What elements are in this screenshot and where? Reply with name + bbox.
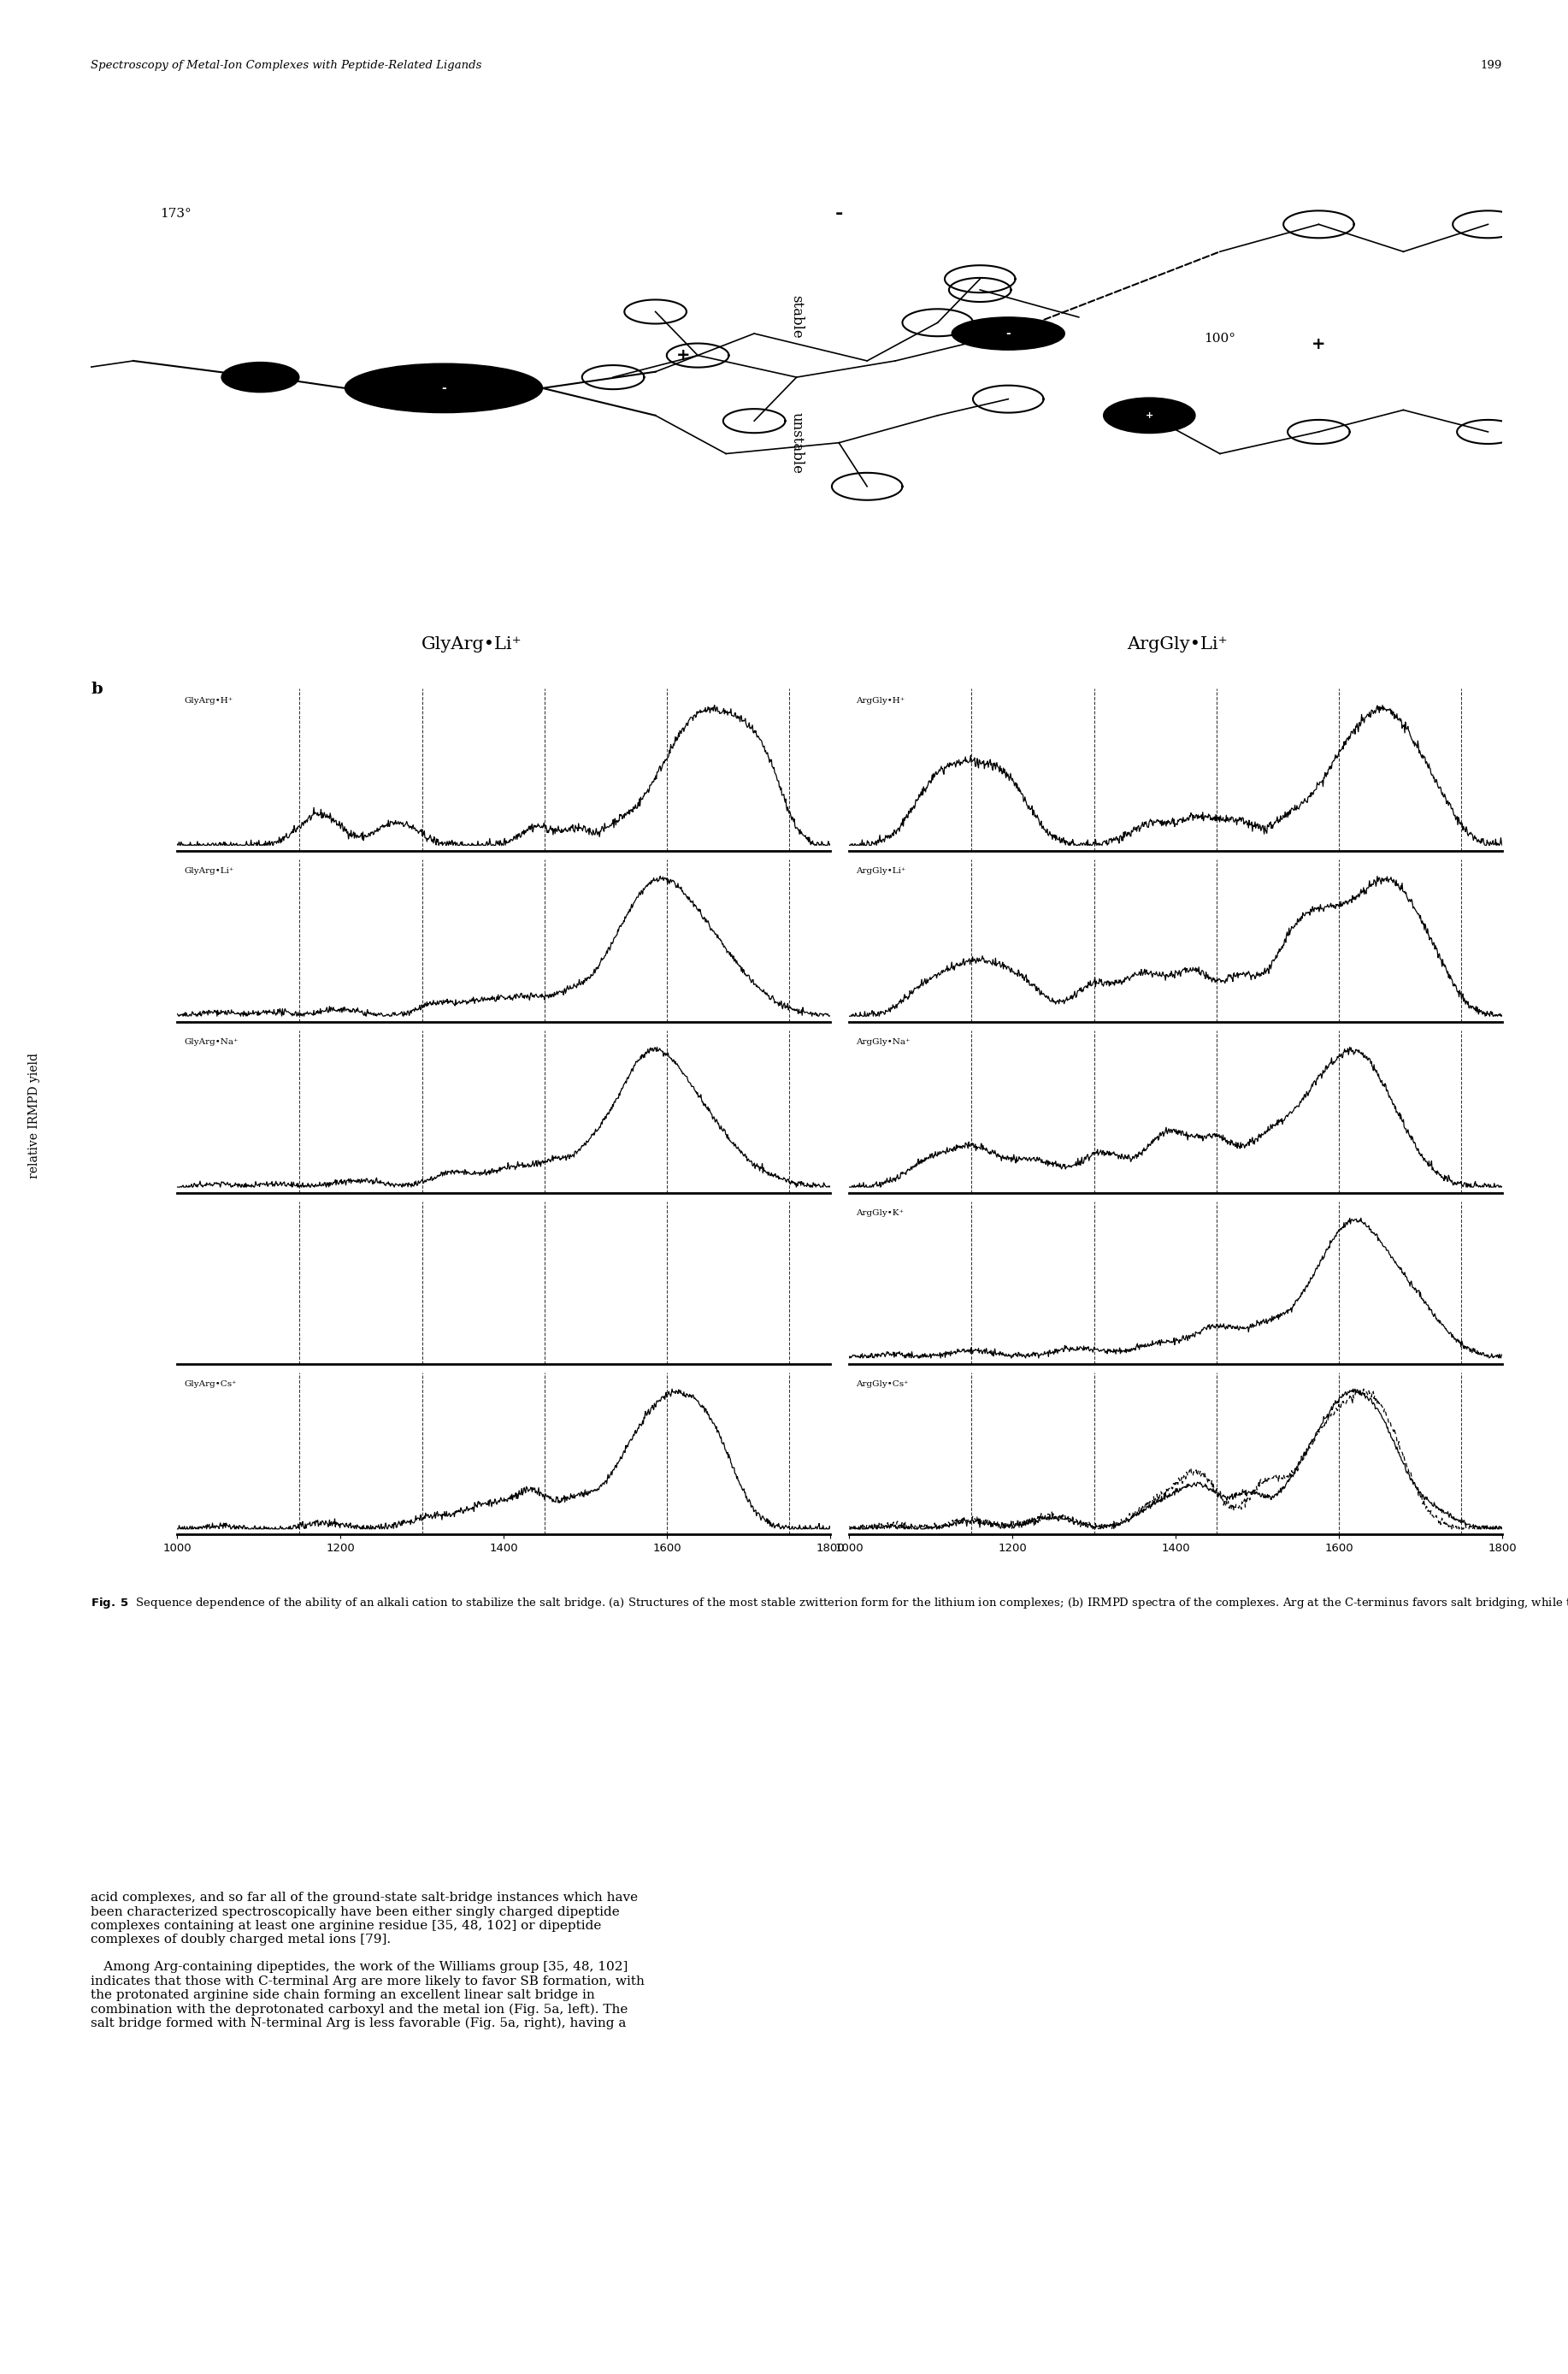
Text: stable: stable bbox=[789, 294, 804, 339]
Text: -: - bbox=[834, 204, 844, 223]
Text: $\mathbf{Fig.\ 5}$  Sequence dependence of the ability of an alkali cation to st: $\mathbf{Fig.\ 5}$ Sequence dependence o… bbox=[91, 1595, 1568, 1612]
Text: -: - bbox=[1005, 328, 1011, 339]
Text: +: + bbox=[1145, 411, 1154, 420]
Text: 100°: 100° bbox=[1204, 332, 1236, 344]
Text: +: + bbox=[1312, 337, 1325, 354]
Text: Spectroscopy of Metal-Ion Complexes with Peptide-Related Ligands: Spectroscopy of Metal-Ion Complexes with… bbox=[91, 59, 481, 71]
Text: GlyArg•Li⁺: GlyArg•Li⁺ bbox=[422, 636, 522, 653]
Text: 173°: 173° bbox=[160, 207, 191, 218]
Ellipse shape bbox=[345, 363, 543, 413]
Text: unstable: unstable bbox=[789, 413, 804, 472]
Ellipse shape bbox=[952, 318, 1065, 349]
Text: ArgGly•Cs⁺: ArgGly•Cs⁺ bbox=[856, 1379, 908, 1389]
Text: GlyArg•Li⁺: GlyArg•Li⁺ bbox=[183, 867, 234, 876]
Text: acid complexes, and so far all of the ground-state salt-bridge instances which h: acid complexes, and so far all of the gr… bbox=[91, 1892, 644, 2030]
Text: GlyArg•Na⁺: GlyArg•Na⁺ bbox=[183, 1037, 238, 1047]
Ellipse shape bbox=[221, 363, 299, 392]
Text: GlyArg•H⁺: GlyArg•H⁺ bbox=[183, 696, 232, 705]
Text: +: + bbox=[677, 347, 690, 363]
Text: a: a bbox=[110, 107, 119, 121]
Ellipse shape bbox=[1104, 399, 1195, 432]
Text: ArgGly•Na⁺: ArgGly•Na⁺ bbox=[856, 1037, 909, 1047]
Text: -: - bbox=[441, 382, 447, 394]
Text: ArgGly•K⁺: ArgGly•K⁺ bbox=[856, 1208, 903, 1218]
Text: b: b bbox=[91, 681, 102, 696]
Text: ArgGly•Li⁺: ArgGly•Li⁺ bbox=[1127, 636, 1228, 653]
Text: ArgGly•H⁺: ArgGly•H⁺ bbox=[856, 696, 905, 705]
Text: GlyArg•Cs⁺: GlyArg•Cs⁺ bbox=[183, 1379, 237, 1389]
Text: 199: 199 bbox=[1480, 59, 1502, 71]
Text: ArgGly•Li⁺: ArgGly•Li⁺ bbox=[856, 867, 905, 876]
Text: relative IRMPD yield: relative IRMPD yield bbox=[28, 1054, 41, 1178]
